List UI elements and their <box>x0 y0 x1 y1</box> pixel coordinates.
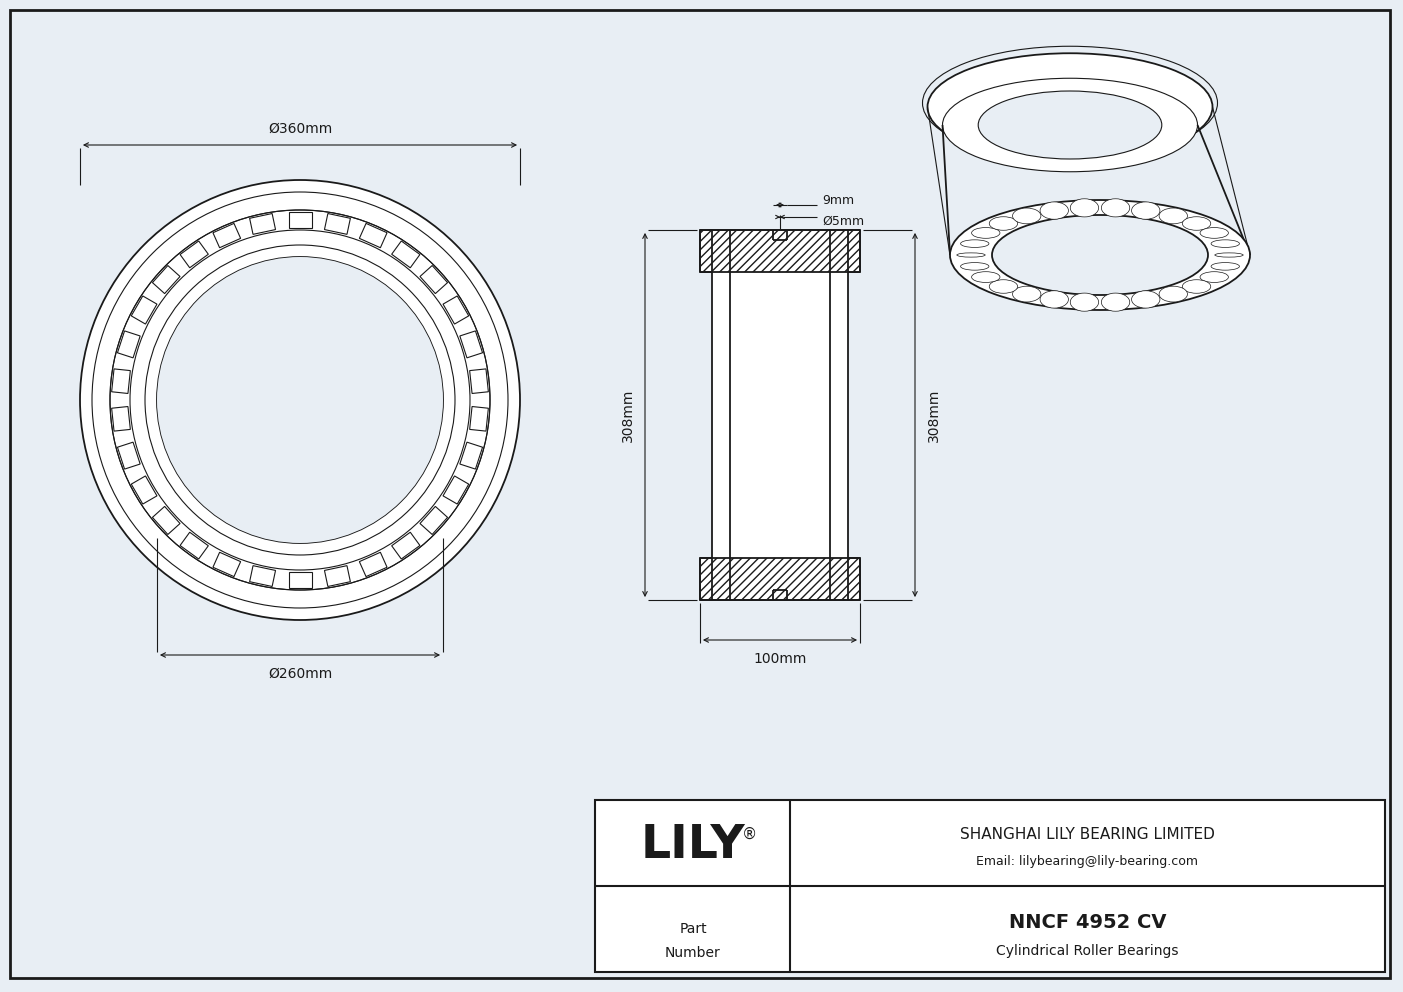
Bar <box>700 230 860 272</box>
Polygon shape <box>250 213 275 234</box>
Polygon shape <box>289 212 311 228</box>
Ellipse shape <box>957 253 985 257</box>
Polygon shape <box>443 476 469 504</box>
Ellipse shape <box>1211 240 1239 247</box>
Ellipse shape <box>1183 216 1211 230</box>
Ellipse shape <box>1200 272 1229 283</box>
Ellipse shape <box>961 240 989 247</box>
Polygon shape <box>153 266 180 294</box>
Polygon shape <box>132 476 157 504</box>
Ellipse shape <box>1215 253 1243 257</box>
Text: 100mm: 100mm <box>753 652 807 666</box>
Text: 9mm: 9mm <box>822 194 854 207</box>
Ellipse shape <box>1013 287 1041 302</box>
Polygon shape <box>213 553 241 576</box>
Ellipse shape <box>972 272 1000 283</box>
Ellipse shape <box>1101 198 1129 217</box>
Polygon shape <box>391 533 419 559</box>
Ellipse shape <box>1101 293 1129 311</box>
Polygon shape <box>419 266 448 294</box>
Polygon shape <box>419 506 448 535</box>
Ellipse shape <box>1070 293 1099 311</box>
Ellipse shape <box>1040 202 1069 219</box>
Circle shape <box>80 180 521 620</box>
Ellipse shape <box>989 216 1017 230</box>
Polygon shape <box>391 241 419 268</box>
Ellipse shape <box>1132 202 1160 219</box>
Text: Ø360mm: Ø360mm <box>268 122 333 136</box>
Text: 308mm: 308mm <box>622 388 636 441</box>
Ellipse shape <box>992 215 1208 295</box>
Polygon shape <box>118 331 140 358</box>
Polygon shape <box>460 331 483 358</box>
Text: Part: Part <box>679 922 707 936</box>
Text: SHANGHAI LILY BEARING LIMITED: SHANGHAI LILY BEARING LIMITED <box>960 827 1215 842</box>
Ellipse shape <box>972 227 1000 238</box>
Bar <box>711 230 847 600</box>
Polygon shape <box>359 553 387 576</box>
Ellipse shape <box>1070 198 1099 217</box>
Text: 308mm: 308mm <box>927 388 941 441</box>
Polygon shape <box>289 571 311 588</box>
Ellipse shape <box>978 91 1162 159</box>
Polygon shape <box>250 565 275 586</box>
Text: Cylindrical Roller Bearings: Cylindrical Roller Bearings <box>996 943 1179 957</box>
Ellipse shape <box>1132 291 1160 309</box>
Ellipse shape <box>1200 227 1229 238</box>
Text: ®: ® <box>742 827 758 842</box>
Polygon shape <box>153 506 180 535</box>
Text: NNCF 4952 CV: NNCF 4952 CV <box>1009 913 1166 931</box>
Ellipse shape <box>1040 291 1069 309</box>
Text: Ø5mm: Ø5mm <box>822 214 864 227</box>
Ellipse shape <box>1211 263 1239 270</box>
Ellipse shape <box>1159 208 1187 224</box>
Polygon shape <box>470 407 488 432</box>
Polygon shape <box>470 369 488 394</box>
Polygon shape <box>118 442 140 469</box>
Polygon shape <box>213 223 241 248</box>
Bar <box>700 558 860 600</box>
Polygon shape <box>180 241 208 268</box>
Polygon shape <box>443 296 469 324</box>
Text: Email: lilybearing@lily-bearing.com: Email: lilybearing@lily-bearing.com <box>976 855 1198 868</box>
Text: Number: Number <box>665 946 721 960</box>
Text: LILY: LILY <box>641 823 745 868</box>
Polygon shape <box>359 223 387 248</box>
Circle shape <box>157 257 443 543</box>
Ellipse shape <box>961 263 989 270</box>
Polygon shape <box>112 369 130 394</box>
Polygon shape <box>132 296 157 324</box>
Bar <box>595 800 1385 972</box>
Ellipse shape <box>1013 208 1041 224</box>
Polygon shape <box>460 442 483 469</box>
Polygon shape <box>180 533 208 559</box>
Ellipse shape <box>927 54 1212 161</box>
Ellipse shape <box>989 280 1017 294</box>
Polygon shape <box>324 213 351 234</box>
Polygon shape <box>112 407 130 432</box>
Polygon shape <box>324 565 351 586</box>
Text: Ø260mm: Ø260mm <box>268 667 333 681</box>
Ellipse shape <box>1183 280 1211 294</box>
Ellipse shape <box>1159 287 1187 302</box>
Ellipse shape <box>943 78 1198 172</box>
Ellipse shape <box>950 200 1250 310</box>
